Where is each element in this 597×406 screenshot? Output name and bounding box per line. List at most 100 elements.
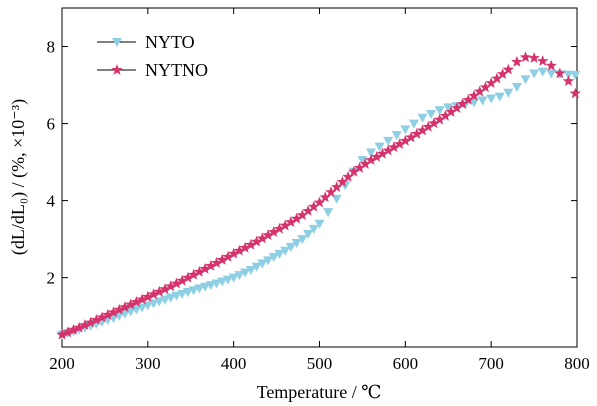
data-point [342, 170, 354, 182]
legend-label-nyto: NYTO [145, 32, 195, 52]
data-point [194, 284, 205, 294]
data-point [130, 296, 143, 307]
series-nytno [56, 51, 581, 340]
data-point [177, 289, 188, 299]
data-point [537, 67, 548, 77]
data-point [445, 106, 457, 117]
data-point [107, 306, 120, 318]
data-point [545, 59, 557, 71]
data-point [263, 256, 273, 266]
data-point [211, 279, 222, 289]
data-point [366, 148, 376, 158]
data-point [233, 244, 246, 256]
data-point [290, 212, 303, 224]
x-tick-label: 300 [135, 354, 161, 373]
data-point [56, 328, 68, 340]
data-point [228, 273, 239, 283]
data-point [217, 277, 228, 287]
x-tick-labels: 200 300 400 500 600 700 800 [49, 354, 590, 373]
data-point [569, 87, 581, 99]
data-point [439, 109, 452, 121]
data-point [365, 154, 377, 166]
data-point [520, 75, 531, 85]
data-point [62, 326, 74, 338]
data-point [210, 257, 223, 268]
data-point [469, 98, 479, 108]
data-point [159, 283, 171, 295]
data-point [528, 52, 540, 63]
legend-item-nytno: NYTNO [97, 60, 208, 80]
data-point [511, 82, 522, 92]
data-point [114, 311, 125, 321]
data-point [371, 150, 383, 162]
data-point [383, 136, 394, 146]
data-point [408, 119, 419, 129]
data-point [417, 113, 428, 123]
data-point [250, 235, 263, 247]
data-point [376, 147, 389, 159]
data-point [456, 98, 469, 109]
x-tick-label: 400 [221, 354, 247, 373]
data-point [325, 186, 337, 198]
data-point [216, 253, 228, 265]
data-point [227, 247, 240, 259]
x-tick-label: 600 [393, 354, 419, 373]
data-point [451, 102, 463, 114]
data-point [251, 262, 262, 272]
data-point [562, 75, 575, 87]
data-point [153, 285, 165, 297]
data-point [279, 219, 291, 231]
data-point [142, 290, 154, 302]
data-point [296, 209, 309, 221]
data-point [422, 120, 434, 132]
x-tick-label: 200 [49, 354, 75, 373]
data-point [113, 303, 125, 315]
data-point [486, 94, 497, 104]
data-point [391, 131, 402, 141]
data-point [359, 158, 371, 169]
data-point [393, 138, 406, 149]
data-point [268, 253, 279, 263]
data-point [426, 109, 437, 119]
data-point [399, 134, 412, 146]
data-point [405, 131, 417, 143]
y-tick-label: 2 [47, 269, 56, 288]
data-point [67, 324, 80, 335]
data-point [136, 293, 148, 305]
data-point [245, 265, 256, 275]
data-point [187, 268, 200, 280]
data-point [200, 282, 211, 292]
x-tick-label: 800 [564, 354, 590, 373]
x-tick-label: 700 [478, 354, 504, 373]
data-point [428, 117, 440, 129]
data-point [102, 308, 114, 320]
data-point [256, 232, 268, 244]
data-point [491, 72, 503, 84]
data-point [479, 81, 492, 93]
data-point [240, 268, 251, 278]
data-point [529, 69, 540, 79]
y-tick-label: 8 [47, 38, 56, 57]
y-tick-labels: 2 4 6 8 [47, 38, 56, 288]
data-point [357, 156, 368, 166]
data-point [73, 321, 85, 333]
data-point [496, 68, 509, 79]
y-tick-label: 4 [47, 192, 56, 211]
data-point [462, 93, 474, 105]
data-point [188, 286, 199, 296]
data-point [319, 191, 331, 203]
data-point [90, 314, 103, 325]
data-point [125, 307, 136, 317]
data-point [245, 238, 257, 250]
data-point [433, 113, 446, 125]
data-point [485, 77, 497, 88]
data-point [313, 196, 326, 208]
data-point [494, 92, 505, 102]
data-point [119, 309, 130, 319]
data-point [182, 271, 194, 283]
data-point [477, 96, 488, 106]
data-point [274, 249, 285, 259]
data-point [176, 274, 188, 286]
axis-ticks [61, 8, 578, 347]
data-point [285, 242, 296, 252]
